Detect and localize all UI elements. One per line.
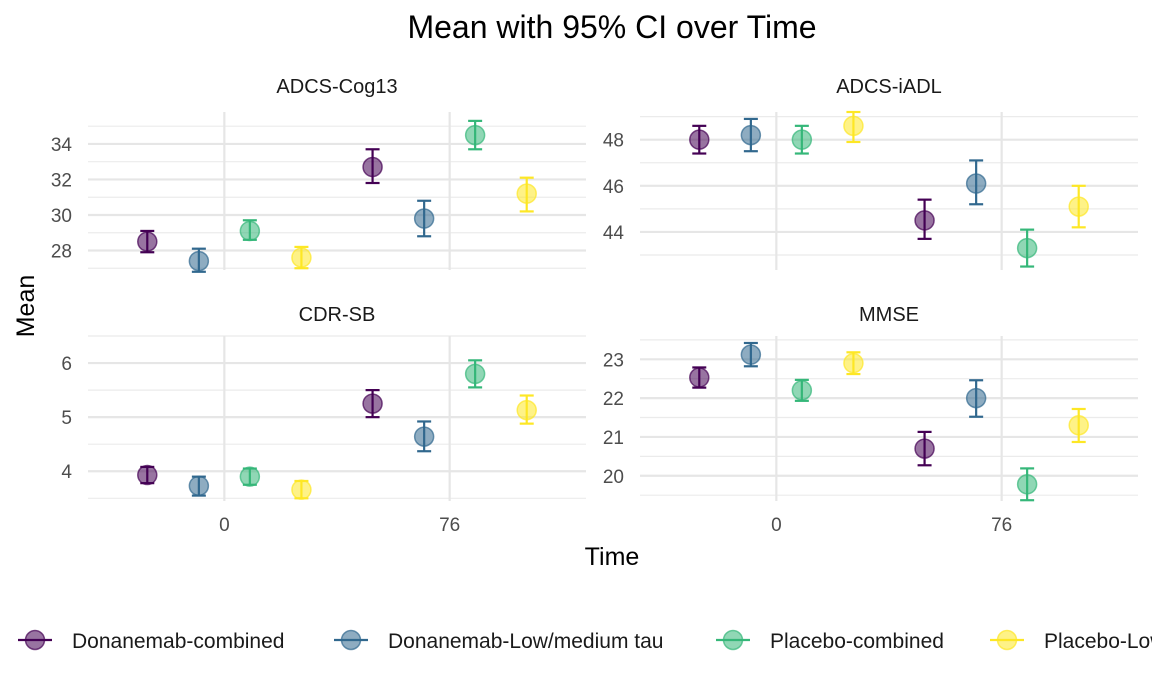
- legend-item-placebo-low-medium-tau: Placebo-Low/medium tau: [990, 629, 1152, 653]
- legend-item-donanemab-combined: Donanemab-combined: [18, 629, 284, 653]
- data-point-placebo-combined: [791, 129, 813, 150]
- panel-strip-label: MMSE: [859, 304, 919, 326]
- data-point-placebo-combined: [1016, 474, 1038, 495]
- data-point-donanemab-low-medium-tau: [965, 173, 987, 194]
- data-point-donanemab-combined: [689, 367, 710, 388]
- data-point-placebo-low-medium-tau: [516, 183, 537, 204]
- x-tick-label: 76: [991, 515, 1012, 536]
- legend-label: Placebo-combined: [770, 630, 944, 653]
- y-tick-label: 32: [51, 170, 72, 191]
- y-tick-label: 48: [603, 131, 624, 152]
- y-tick-label: 20: [603, 467, 624, 488]
- panel-adcs-cog13: 28 30 32 34 ADCS-Cog13: [51, 76, 586, 273]
- data-point-donanemab-low-medium-tau: [188, 475, 210, 497]
- panel-adcs-iadl: 44 46 48 ADCS-iADL: [603, 76, 1138, 270]
- legend-key-point: [24, 629, 46, 651]
- y-tick-label: 44: [603, 223, 625, 244]
- data-point-placebo-low-medium-tau: [291, 247, 312, 268]
- data-point-placebo-combined: [1016, 237, 1038, 259]
- data-point-donanemab-low-medium-tau: [413, 426, 435, 447]
- legend: Donanemab-combined Donanemab-Low/medium t…: [18, 629, 1152, 653]
- y-tick-label: 34: [51, 135, 73, 156]
- panel-strip-label: ADCS-Cog13: [276, 76, 397, 98]
- data-point-donanemab-combined: [137, 231, 158, 252]
- data-point-placebo-combined: [791, 380, 813, 401]
- data-point-placebo-combined: [239, 220, 261, 242]
- y-tick-label: 21: [603, 428, 624, 449]
- y-tick-label: 28: [51, 241, 72, 262]
- data-point-placebo-combined: [464, 124, 486, 146]
- data-point-placebo-low-medium-tau: [843, 352, 864, 374]
- y-tick-label: 30: [51, 206, 72, 227]
- data-point-placebo-low-medium-tau: [843, 115, 864, 137]
- data-point-donanemab-low-medium-tau: [413, 208, 435, 229]
- data-point-placebo-combined: [239, 466, 261, 487]
- x-axis-title: Time: [585, 543, 640, 571]
- data-point-donanemab-low-medium-tau: [188, 250, 210, 272]
- legend-key-point: [996, 629, 1018, 651]
- legend-key-point: [722, 629, 744, 651]
- legend-item-donanemab-low-medium-tau: Donanemab-Low/medium tau: [334, 629, 663, 653]
- y-tick-label: 22: [603, 389, 624, 410]
- data-point-placebo-low-medium-tau: [291, 479, 312, 500]
- x-tick-label: 76: [439, 515, 460, 536]
- legend-label: Donanemab-combined: [72, 630, 284, 653]
- panel-cdr-sb: 4 5 6 0 76 CDR-SB: [61, 304, 586, 536]
- data-point-placebo-low-medium-tau: [1068, 196, 1089, 217]
- panel-mmse: 20 21 22 23 0 76 MMSE: [603, 304, 1138, 536]
- data-point-donanemab-low-medium-tau: [740, 124, 762, 146]
- panel-strip-label: ADCS-iADL: [836, 76, 942, 98]
- y-tick-label: 5: [61, 408, 72, 429]
- data-point-donanemab-low-medium-tau: [740, 344, 762, 365]
- data-point-donanemab-combined: [137, 464, 158, 486]
- y-tick-label: 6: [61, 354, 72, 375]
- y-tick-label: 4: [61, 462, 72, 483]
- chart-title: Mean with 95% CI over Time: [407, 9, 816, 45]
- panel-strip-label: CDR-SB: [299, 304, 376, 326]
- legend-item-placebo-combined: Placebo-combined: [716, 629, 944, 653]
- data-point-donanemab-combined: [914, 438, 935, 459]
- x-tick-label: 0: [219, 515, 230, 536]
- data-point-donanemab-combined: [362, 393, 383, 414]
- data-point-donanemab-combined: [914, 210, 935, 231]
- data-point-placebo-low-medium-tau: [1068, 415, 1089, 436]
- data-point-placebo-low-medium-tau: [516, 399, 537, 421]
- legend-label: Donanemab-Low/medium tau: [388, 630, 663, 653]
- data-point-placebo-combined: [464, 363, 486, 385]
- data-point-donanemab-combined: [362, 156, 383, 178]
- data-point-donanemab-combined: [689, 129, 710, 150]
- y-tick-label: 46: [603, 177, 624, 198]
- x-tick-label: 0: [771, 515, 782, 536]
- y-tick-label: 23: [603, 350, 624, 371]
- data-point-donanemab-low-medium-tau: [965, 387, 987, 409]
- legend-label: Placebo-Low/medium tau: [1044, 630, 1152, 653]
- facet-panels: 28 30 32 34 ADCS-Cog13 44 46 48 ADCS-iADL 4 5 6 0 76 C…: [51, 76, 1138, 536]
- legend-key-point: [340, 629, 362, 651]
- y-axis-title: Mean: [12, 275, 40, 338]
